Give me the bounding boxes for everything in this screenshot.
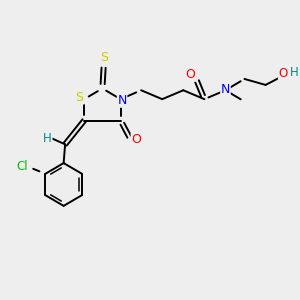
Text: S: S — [100, 51, 108, 64]
Text: O: O — [185, 68, 195, 81]
Text: O: O — [278, 67, 288, 80]
Text: Cl: Cl — [16, 160, 28, 173]
Text: N: N — [221, 83, 230, 96]
Text: H: H — [290, 66, 298, 79]
Text: N: N — [117, 94, 127, 107]
Text: H: H — [43, 132, 52, 145]
Text: O: O — [131, 134, 141, 146]
Text: S: S — [75, 91, 83, 104]
